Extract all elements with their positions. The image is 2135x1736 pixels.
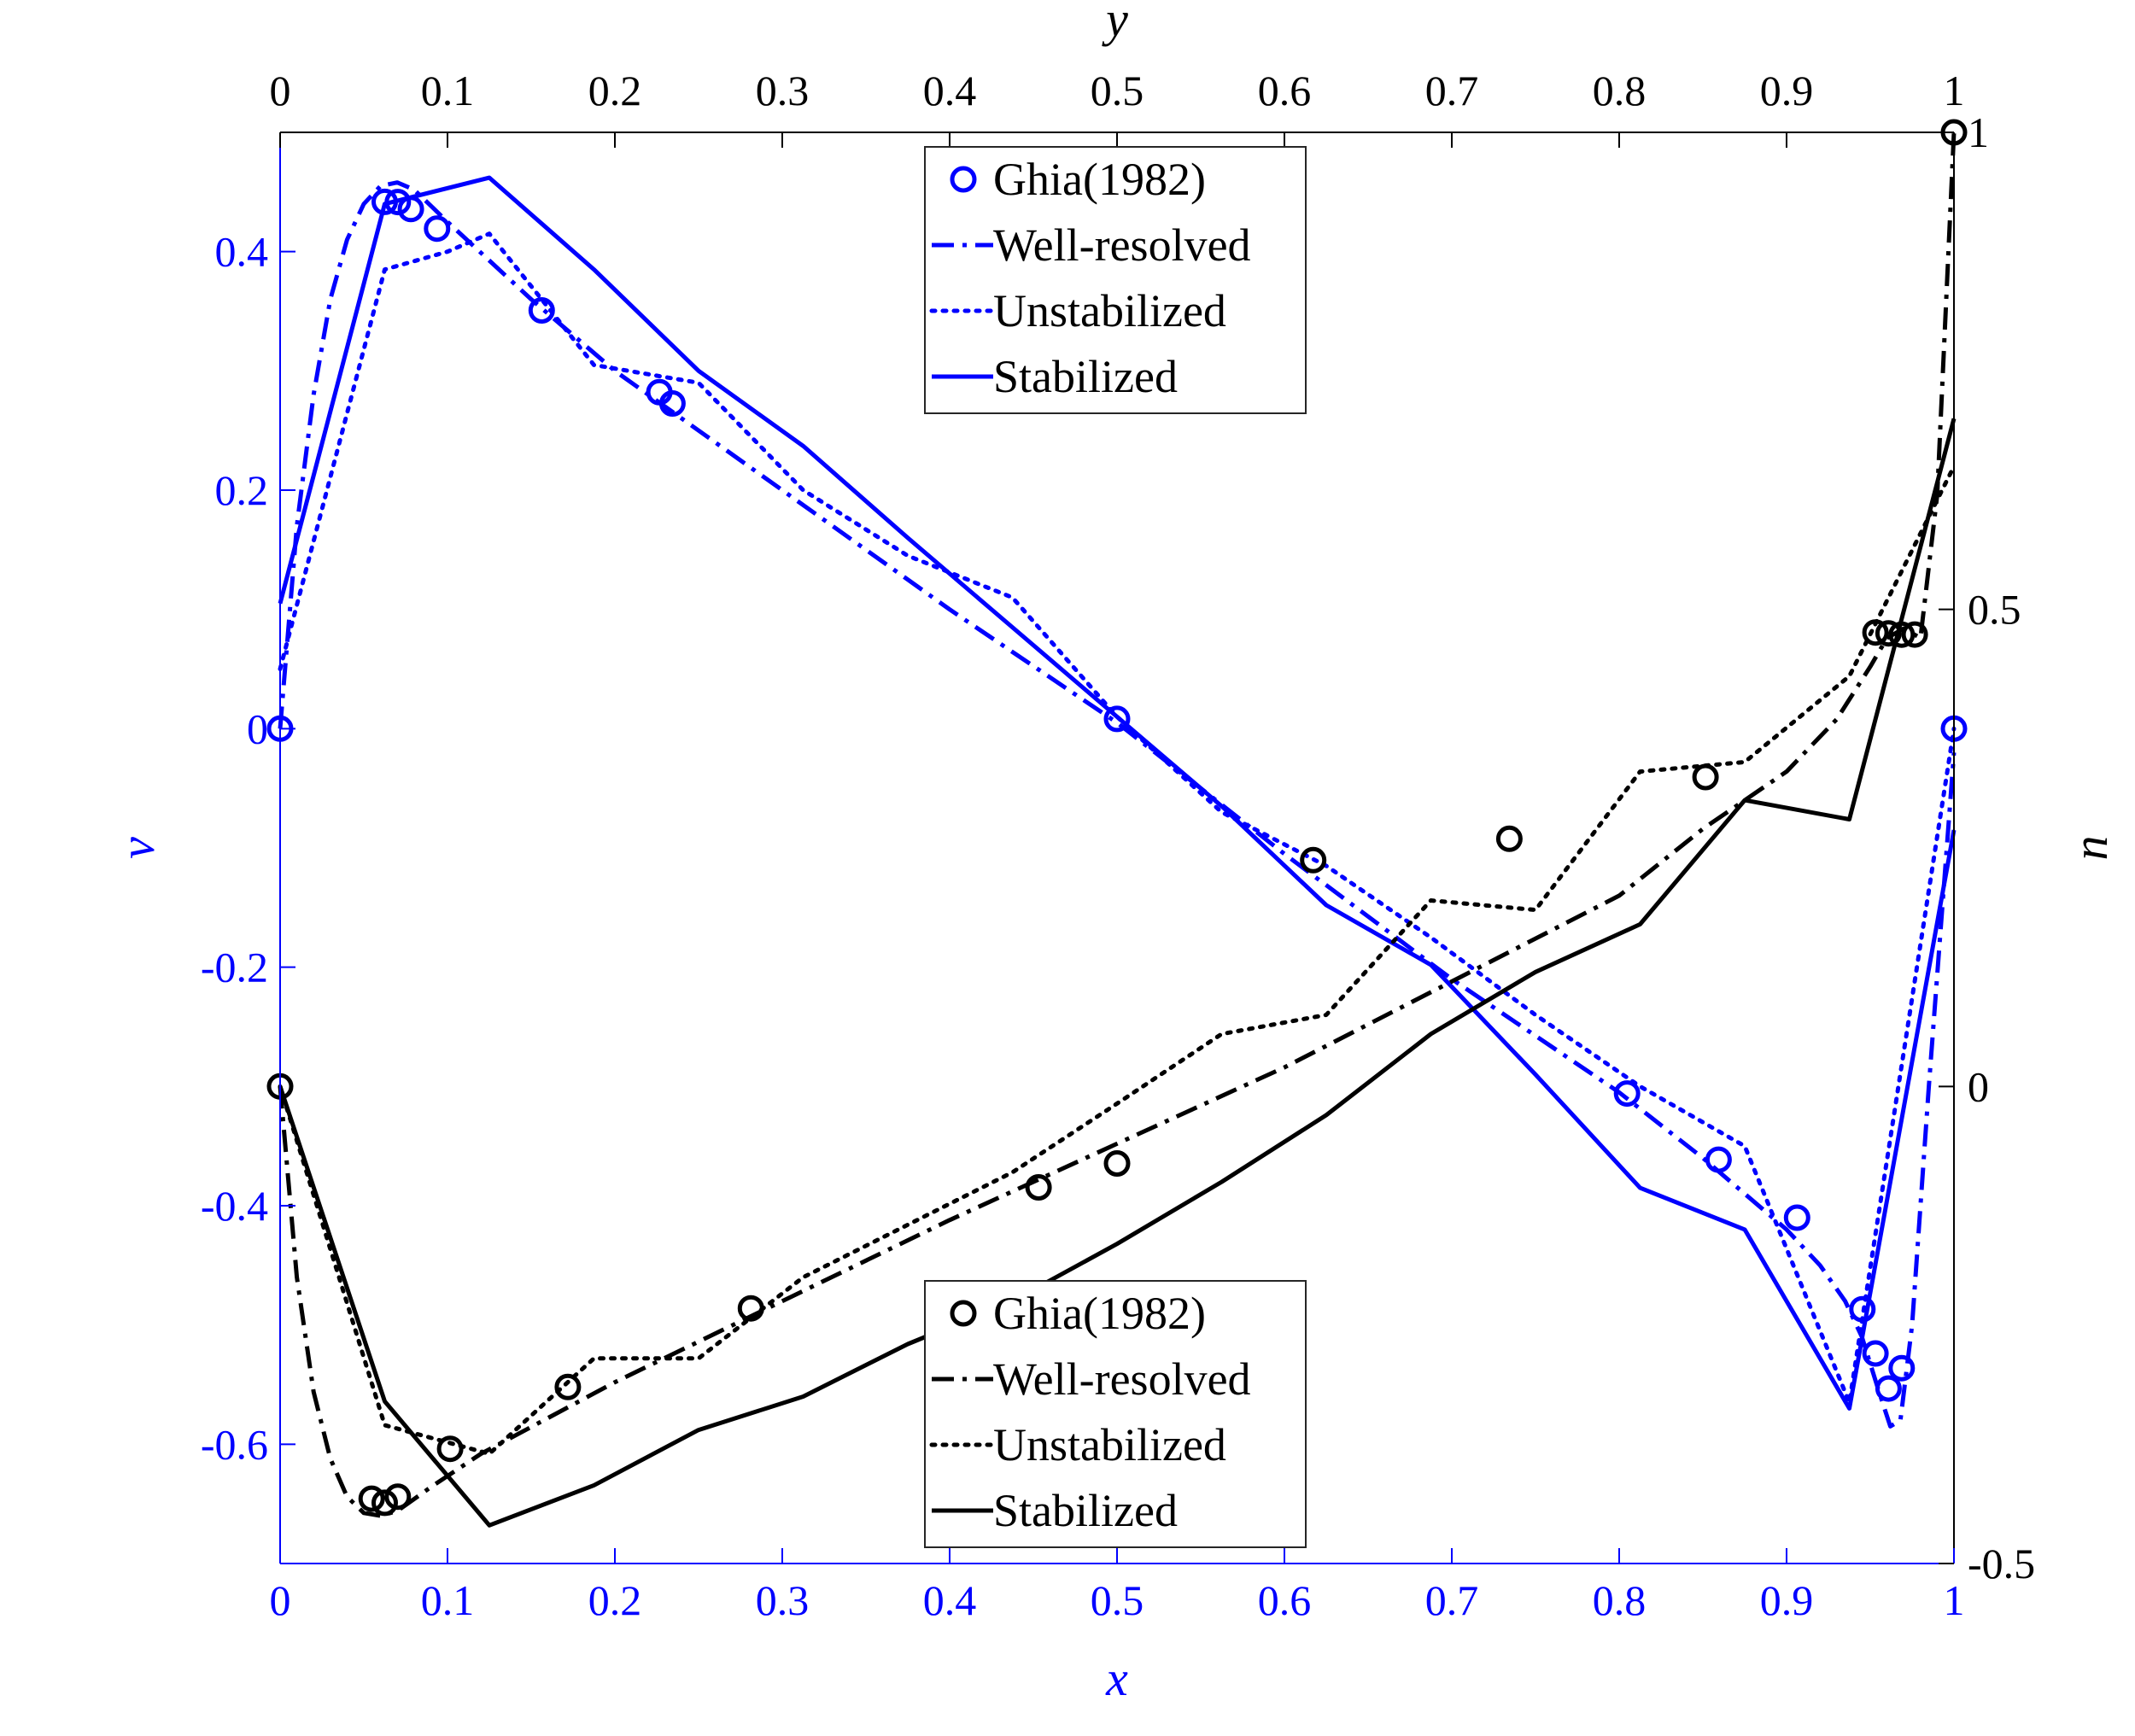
y-top-tick-label: 0.2	[588, 67, 642, 114]
x-tick-label: 0.6	[1258, 1576, 1312, 1624]
u-dotted-line	[278, 464, 1957, 1456]
y-top-tick-label: 0.4	[923, 67, 977, 114]
x-tick-label: 0	[270, 1576, 291, 1624]
x-tick-label: 0.7	[1425, 1576, 1479, 1624]
u-ghia-marker-1	[358, 1485, 385, 1512]
legend-box	[924, 1280, 1307, 1548]
x-tick-label: 1	[1944, 1576, 1965, 1624]
series-layer	[266, 119, 1968, 1528]
legend-entry-label: Well-resolved	[993, 219, 1251, 271]
u-ghia-marker-10	[1495, 825, 1523, 852]
legend-entry-label: Stabilized	[993, 351, 1178, 402]
y-top-tick-label: 0.7	[1425, 67, 1479, 114]
v-tick-label: 0.2	[215, 466, 269, 514]
v-ghia-marker-13	[1862, 1340, 1889, 1367]
u-ghia-marker-4	[436, 1435, 464, 1463]
y-top-tick-label: 0.5	[1091, 67, 1144, 114]
y-top-tick-label: 0	[270, 67, 291, 114]
u-ghia-marker-15	[1901, 621, 1928, 648]
u-ghia-marker-7	[1025, 1174, 1052, 1201]
v-tick-label: -0.6	[201, 1420, 268, 1468]
y-top-tick-label: 0.6	[1258, 67, 1312, 114]
legend-layer: Ghia(1982) Well-resolved Unstabilized Stabi…	[924, 146, 1307, 1548]
x-tick-label: 0.4	[923, 1576, 977, 1624]
x-axis-label: x	[1105, 1651, 1128, 1706]
u-ghia-marker-8	[1103, 1150, 1131, 1177]
v-ghia-marker-9	[1613, 1080, 1641, 1108]
v-solid-line	[278, 175, 1957, 1411]
v-legend: Ghia(1982) Well-resolved Unstabilized Stabi…	[924, 146, 1307, 414]
u-tick-label: 1	[1968, 108, 1989, 156]
legend-entry-label: Unstabilized	[993, 1419, 1226, 1470]
y-top-tick-label: 0.3	[756, 67, 810, 114]
v-tick-label: 0	[247, 704, 268, 752]
u-ghia-marker-9	[1300, 846, 1327, 874]
u-solid-line	[278, 418, 1957, 1528]
x-tick-label: 0.9	[1760, 1576, 1814, 1624]
u-tick-label: -0.5	[1968, 1540, 2035, 1587]
v-ghia-marker-11	[1783, 1204, 1810, 1231]
u-ghia-marker-5	[554, 1373, 582, 1400]
legend-box	[924, 146, 1307, 414]
v-tick-label: -0.2	[201, 944, 268, 991]
legend-entry-label: Ghia(1982)	[993, 154, 1206, 205]
y-top-tick-label: 0.8	[1593, 67, 1647, 114]
u-ghia-marker-3	[384, 1483, 412, 1511]
legend-entry-label: Well-resolved	[993, 1353, 1251, 1405]
y-top-tick-label: 0.9	[1760, 67, 1814, 114]
v-ghia-marker-4	[424, 215, 451, 243]
u-dashdot-line	[278, 132, 1957, 1518]
y-top-tick-label: 1	[1944, 67, 1965, 114]
v-tick-label: -0.4	[201, 1182, 268, 1230]
tick-layer: 0 0.1 0.2 0.3 0.4 0.5 0.6 0.7 0.8 0.9 1 0 0.1 0.2 0.3 0…	[109, 0, 2128, 1706]
v-ghia-marker-8	[1103, 705, 1131, 733]
v-axis-label: v	[109, 837, 165, 859]
x-tick-label: 0.1	[421, 1576, 475, 1624]
v-ghia-marker-15	[1888, 1354, 1916, 1382]
legend-entry-label: Ghia(1982)	[993, 1288, 1206, 1339]
legend-marker-swatch	[950, 166, 977, 193]
u-legend: Ghia(1982) Well-resolved Unstabilized Stabi…	[924, 1280, 1307, 1548]
u-tick-label: 0.5	[1968, 586, 2021, 634]
u-axis-label: u	[2073, 836, 2128, 861]
x-tick-label: 0.3	[756, 1576, 810, 1624]
legend-entry-label: Unstabilized	[993, 285, 1226, 336]
u-ghia-marker-2	[371, 1489, 398, 1517]
legend-entry-label: Stabilized	[993, 1485, 1178, 1536]
x-tick-label: 0.2	[588, 1576, 642, 1624]
x-tick-label: 0.8	[1593, 1576, 1647, 1624]
legend-marker-swatch	[950, 1300, 977, 1327]
x-tick-label: 0.5	[1091, 1576, 1144, 1624]
v-tick-label: 0.4	[215, 228, 269, 276]
y-axis-label-top: y	[1102, 0, 1128, 47]
y-top-tick-label: 0.1	[421, 67, 475, 114]
u-tick-label: 0	[1968, 1062, 1989, 1110]
